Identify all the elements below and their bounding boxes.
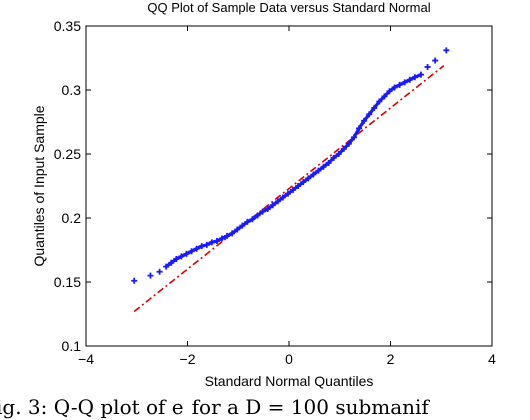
reference-line-layer <box>133 65 445 313</box>
reference-line <box>133 65 445 313</box>
y-tick-label: 0.3 <box>62 82 82 98</box>
y-tick-label: 0.25 <box>54 146 81 162</box>
x-tick-label: 2 <box>387 351 395 367</box>
data-point <box>147 272 154 279</box>
x-axis-label: Standard Normal Quantiles <box>205 373 374 389</box>
x-tick-label: 4 <box>488 351 496 367</box>
data-point <box>131 277 138 284</box>
y-tick-label: 0.1 <box>62 338 82 354</box>
data-point <box>432 57 439 64</box>
data-points-layer <box>131 47 450 284</box>
y-tick-label: 0.15 <box>54 274 81 290</box>
x-axis-ticks: −4 −2 0 2 4 <box>78 26 496 367</box>
x-tick-label: −4 <box>78 351 94 367</box>
data-point <box>156 268 163 275</box>
x-tick-label: 0 <box>285 351 293 367</box>
chart-title: QQ Plot of Sample Data versus Standard N… <box>147 0 430 15</box>
y-tick-label: 0.35 <box>54 18 81 34</box>
plot-frame <box>85 25 493 347</box>
x-tick-label: −2 <box>180 351 196 367</box>
figure-caption: ig. 3: Q-Q plot of e for a D = 100 subma… <box>0 395 430 419</box>
data-point <box>443 47 450 54</box>
data-point-band <box>413 73 423 79</box>
y-axis-label: Quantiles of Input Sample <box>31 105 47 266</box>
data-point-band <box>352 126 361 139</box>
y-axis-ticks: 0.1 0.15 0.2 0.25 0.3 0.35 <box>54 18 492 354</box>
y-tick-label: 0.2 <box>62 210 82 226</box>
data-point <box>424 63 431 70</box>
